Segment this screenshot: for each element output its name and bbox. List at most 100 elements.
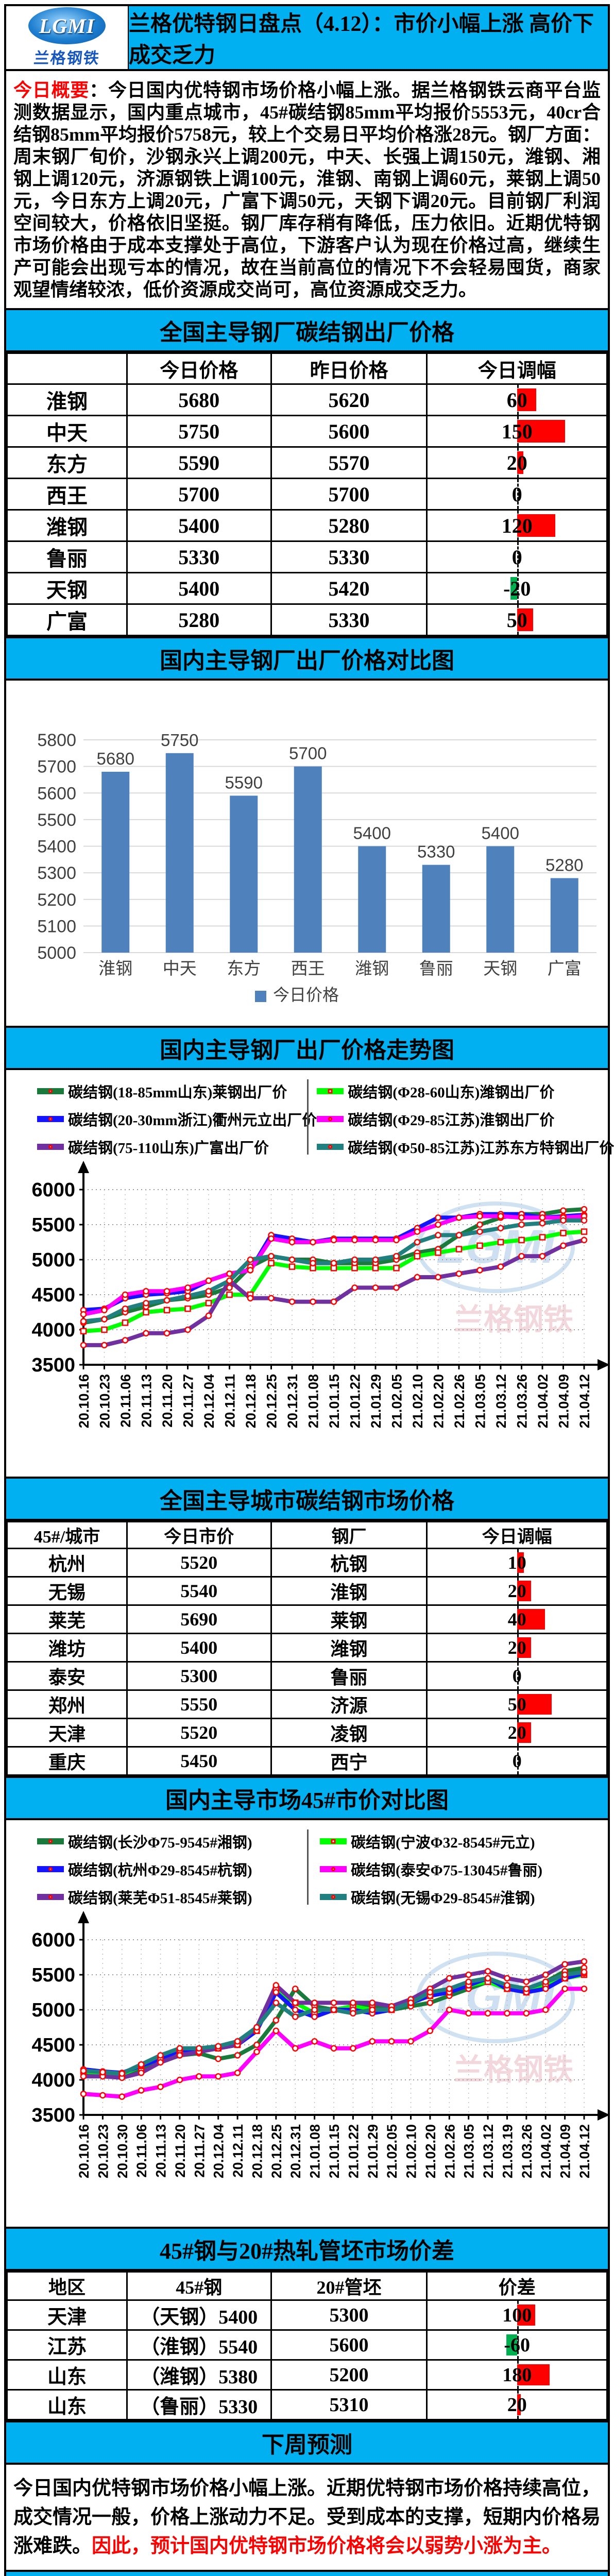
svg-text:5400: 5400 — [482, 824, 519, 843]
svg-text:潍钢: 潍钢 — [355, 959, 389, 978]
change-cell: 150 — [426, 415, 608, 448]
svg-text:5800: 5800 — [37, 731, 76, 750]
svg-text:5000: 5000 — [37, 943, 76, 963]
lgmi-logo-cn: 兰格钢铁 — [32, 50, 101, 67]
table-cell: 山东 — [6, 2359, 128, 2391]
column-header: 钢厂 — [270, 1521, 428, 1549]
change-cell: -20 — [426, 572, 608, 605]
lgmi-logo-oval: LGMI — [28, 7, 106, 44]
change-cell: 60 — [426, 383, 608, 416]
svg-text:5680: 5680 — [97, 749, 134, 768]
table-cell: 5300 — [126, 1661, 272, 1691]
line-chart-legend: 碳结钢(长沙Φ75-9545#湘钢) 碳结钢(宁波Φ32-8545#元立) 碳结钢(… — [6, 1820, 608, 1910]
column-header: 今日调幅 — [426, 1521, 608, 1549]
change-cell: 10 — [426, 1548, 608, 1578]
table-row: 山东 （鲁丽）5330 5310 20 — [6, 2389, 608, 2420]
table-cell: 潍钢 — [270, 1633, 428, 1663]
table-cell: 5680 — [126, 383, 272, 416]
table-cell: 中天 — [6, 415, 128, 448]
table-row: 杭州 5520 杭钢 10 — [6, 1548, 608, 1578]
legend-item: 碳结钢(莱芜Φ51-8545#莱钢) — [37, 1886, 320, 1908]
table-cell: 5400 — [126, 572, 272, 605]
svg-text:20.11.13: 20.11.13 — [154, 2124, 169, 2178]
table-cell: （天钢）5400 — [126, 2299, 272, 2331]
table-cell: 5700 — [126, 478, 272, 511]
summary-text: ：今日国内优特钢市场价格小幅上涨。据兰格钢铁云商平台监测数据显示，国内重点城市，… — [13, 80, 601, 300]
factory-price-bar-chart: 5000 5100 5200 5300 5400 5500 5600 5700 5800 5680… — [6, 681, 608, 1026]
table-cell: 5310 — [270, 2389, 428, 2420]
forecast-text: 今日国内优特钢市场价格小幅上涨。近期优特钢市场价格持续高位，成交情况一般，价格上… — [6, 2465, 608, 2570]
svg-text:20.12.11: 20.12.11 — [230, 2124, 246, 2178]
svg-text:21.01.08: 21.01.08 — [308, 2124, 323, 2178]
svg-text:鲁丽: 鲁丽 — [419, 959, 453, 978]
table-row: 潍坊 5400 潍钢 20 — [6, 1633, 608, 1663]
table-row: 郑州 5550 济源 50 — [6, 1689, 608, 1719]
svg-text:6000: 6000 — [31, 1929, 75, 1951]
svg-text:5700: 5700 — [289, 744, 327, 763]
svg-text:5280: 5280 — [545, 855, 583, 874]
factory-price-trend-chart: 碳结钢(18-85mm山东)莱钢出厂价 碳结钢(Φ28-60山东)潍钢出厂价 碳结钢… — [6, 1070, 614, 1477]
table-cell: 5540 — [126, 1576, 272, 1606]
svg-text:21.04.09: 21.04.09 — [556, 1374, 572, 1428]
table-cell: 5420 — [270, 572, 428, 605]
svg-text:20.12.04: 20.12.04 — [211, 2124, 227, 2178]
svg-text:20.10.30: 20.10.30 — [115, 2124, 130, 2178]
table-cell: 凌钢 — [270, 1718, 428, 1748]
svg-text:21.02.26: 21.02.26 — [442, 2124, 457, 2178]
table-cell: 西王 — [6, 478, 128, 511]
change-cell: 50 — [426, 603, 608, 636]
change-cell: 0 — [426, 1746, 608, 1776]
table-cell: 广富 — [6, 603, 128, 636]
table-row: 江苏 （淮钢）5540 5600 -60 — [6, 2329, 608, 2361]
svg-text:5000: 5000 — [31, 1249, 75, 1271]
table-row: 中天 5750 5600 150 — [6, 415, 608, 448]
line-chart-legend: 碳结钢(18-85mm山东)莱钢出厂价 碳结钢(Φ28-60山东)潍钢出厂价 碳结钢… — [6, 1070, 614, 1160]
banner-jiangsu-production: 江苏地区钢厂日均生产情况（万吨） — [6, 2570, 608, 2576]
table-cell: 杭州 — [6, 1548, 128, 1578]
table-cell: 5200 — [270, 2359, 428, 2391]
table-cell: 5520 — [126, 1718, 272, 1748]
svg-text:20.10.23: 20.10.23 — [95, 2124, 111, 2178]
table-cell: 鲁丽 — [270, 1661, 428, 1691]
svg-text:21.03.26: 21.03.26 — [515, 1374, 530, 1428]
table-cell: 淮钢 — [270, 1576, 428, 1606]
change-cell: 0 — [426, 540, 608, 573]
line-chart-svg: LGMI兰格钢铁35004000450050005500600020.10.16… — [31, 1161, 610, 1428]
column-header: 今日市价 — [126, 1521, 272, 1549]
table-cell: 杭钢 — [270, 1548, 428, 1578]
banner-spread: 45#钢与20#热轧管坯市场价差 — [6, 2227, 608, 2271]
svg-text:20.11.27: 20.11.27 — [181, 1374, 196, 1428]
legend-item: 碳结钢(Φ29-85江苏)淮钢出厂价 — [317, 1108, 614, 1130]
table-row: 泰安 5300 鲁丽 0 — [6, 1661, 608, 1691]
change-cell: 100 — [426, 2299, 608, 2331]
svg-text:21.04.09: 21.04.09 — [558, 2124, 573, 2178]
table-cell: 鲁丽 — [6, 540, 128, 573]
svg-text:4000: 4000 — [31, 2070, 75, 2091]
change-cell: 120 — [426, 509, 608, 542]
svg-text:5300: 5300 — [37, 863, 76, 883]
table-cell: 5330 — [270, 540, 428, 573]
change-cell: 0 — [426, 1661, 608, 1691]
table-cell: 莱芜 — [6, 1604, 128, 1634]
change-cell: 0 — [426, 478, 608, 511]
svg-text:21.02.10: 21.02.10 — [410, 1374, 425, 1428]
svg-text:21.02.20: 21.02.20 — [431, 1374, 447, 1428]
line-chart-svg: LGMI兰格钢铁35004000450050005500600020.10.16… — [31, 1911, 610, 2178]
svg-text:4500: 4500 — [31, 2035, 75, 2056]
column-header — [6, 352, 128, 385]
forecast-text-red: 因此，预计国内优特钢市场价格将会以弱势小涨为主。 — [92, 2535, 562, 2557]
table-cell: 5570 — [270, 446, 428, 479]
svg-text:5400: 5400 — [37, 837, 76, 857]
table-cell: 5520 — [126, 1548, 272, 1578]
table-cell: 淮钢 — [6, 383, 128, 416]
table-row: 广富 5280 5330 50 — [6, 603, 608, 636]
forecast-text-black: 今日国内优特钢市场价格小幅上涨。近期优特钢市场价格持续高位，成交情况一般，价格上… — [13, 2478, 601, 2557]
column-header: 今日调幅 — [426, 352, 608, 385]
svg-text:20.12.11: 20.12.11 — [223, 1374, 238, 1428]
table-cell: 无锡 — [6, 1576, 128, 1606]
table-row: 潍钢 5400 5280 120 — [6, 509, 608, 542]
svg-text:兰格钢铁: 兰格钢铁 — [454, 1303, 573, 1336]
svg-text:21.03.12: 21.03.12 — [493, 1374, 509, 1428]
table-cell: 5600 — [270, 415, 428, 448]
column-header: 昨日价格 — [270, 352, 428, 385]
